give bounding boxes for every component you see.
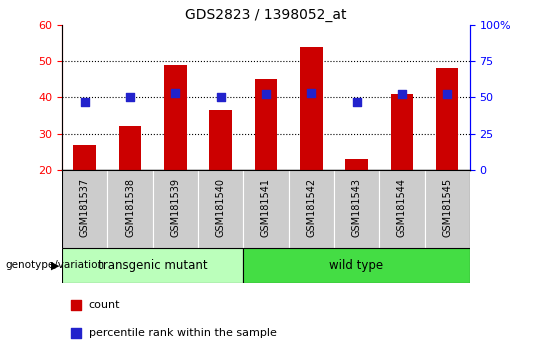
Bar [255, 79, 277, 170]
Bar [198, 170, 244, 248]
Bar [244, 248, 470, 283]
Bar [164, 65, 187, 170]
Bar [436, 68, 458, 170]
Point [397, 92, 406, 97]
Bar [107, 170, 153, 248]
Text: GSM181545: GSM181545 [442, 178, 452, 237]
Text: GSM181543: GSM181543 [352, 178, 362, 237]
Text: GSM181537: GSM181537 [80, 178, 90, 237]
Bar [300, 46, 322, 170]
Point [171, 90, 180, 96]
Text: GSM181540: GSM181540 [215, 178, 226, 237]
Text: GSM181538: GSM181538 [125, 178, 135, 237]
Point [443, 92, 451, 97]
Bar [424, 170, 470, 248]
Bar [119, 126, 141, 170]
Text: genotype/variation: genotype/variation [5, 261, 105, 270]
Text: count: count [89, 299, 120, 310]
Point [352, 99, 361, 104]
Point [307, 90, 315, 96]
Text: ▶: ▶ [51, 261, 59, 270]
Bar [288, 170, 334, 248]
Bar [345, 159, 368, 170]
Bar [73, 144, 96, 170]
Bar [390, 94, 413, 170]
Bar [379, 170, 424, 248]
Point [261, 92, 270, 97]
Text: GSM181544: GSM181544 [397, 178, 407, 237]
Bar [334, 170, 379, 248]
Point [126, 95, 134, 100]
Text: GSM181542: GSM181542 [306, 178, 316, 237]
Text: percentile rank within the sample: percentile rank within the sample [89, 327, 276, 338]
Bar [153, 170, 198, 248]
Point [80, 99, 89, 104]
Bar [62, 170, 107, 248]
Bar [62, 248, 244, 283]
Text: GSM181541: GSM181541 [261, 178, 271, 237]
Bar [210, 110, 232, 170]
Point [72, 330, 80, 336]
Text: GSM181539: GSM181539 [170, 178, 180, 237]
Bar [244, 170, 288, 248]
Text: wild type: wild type [329, 259, 383, 272]
Title: GDS2823 / 1398052_at: GDS2823 / 1398052_at [185, 8, 347, 22]
Text: transgenic mutant: transgenic mutant [98, 259, 207, 272]
Point [72, 302, 80, 307]
Point [217, 95, 225, 100]
